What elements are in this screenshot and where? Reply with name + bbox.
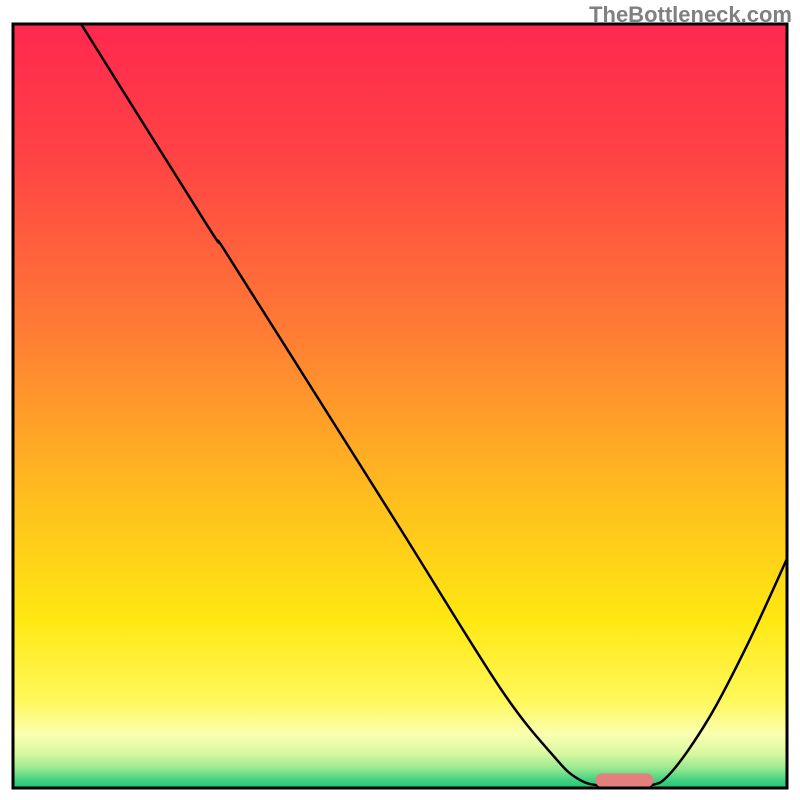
chart-svg bbox=[0, 0, 800, 800]
gradient-background bbox=[13, 24, 787, 788]
chart-container: TheBottleneck.com bbox=[0, 0, 800, 800]
watermark-text: TheBottleneck.com bbox=[589, 2, 792, 28]
optimum-marker bbox=[595, 773, 653, 787]
